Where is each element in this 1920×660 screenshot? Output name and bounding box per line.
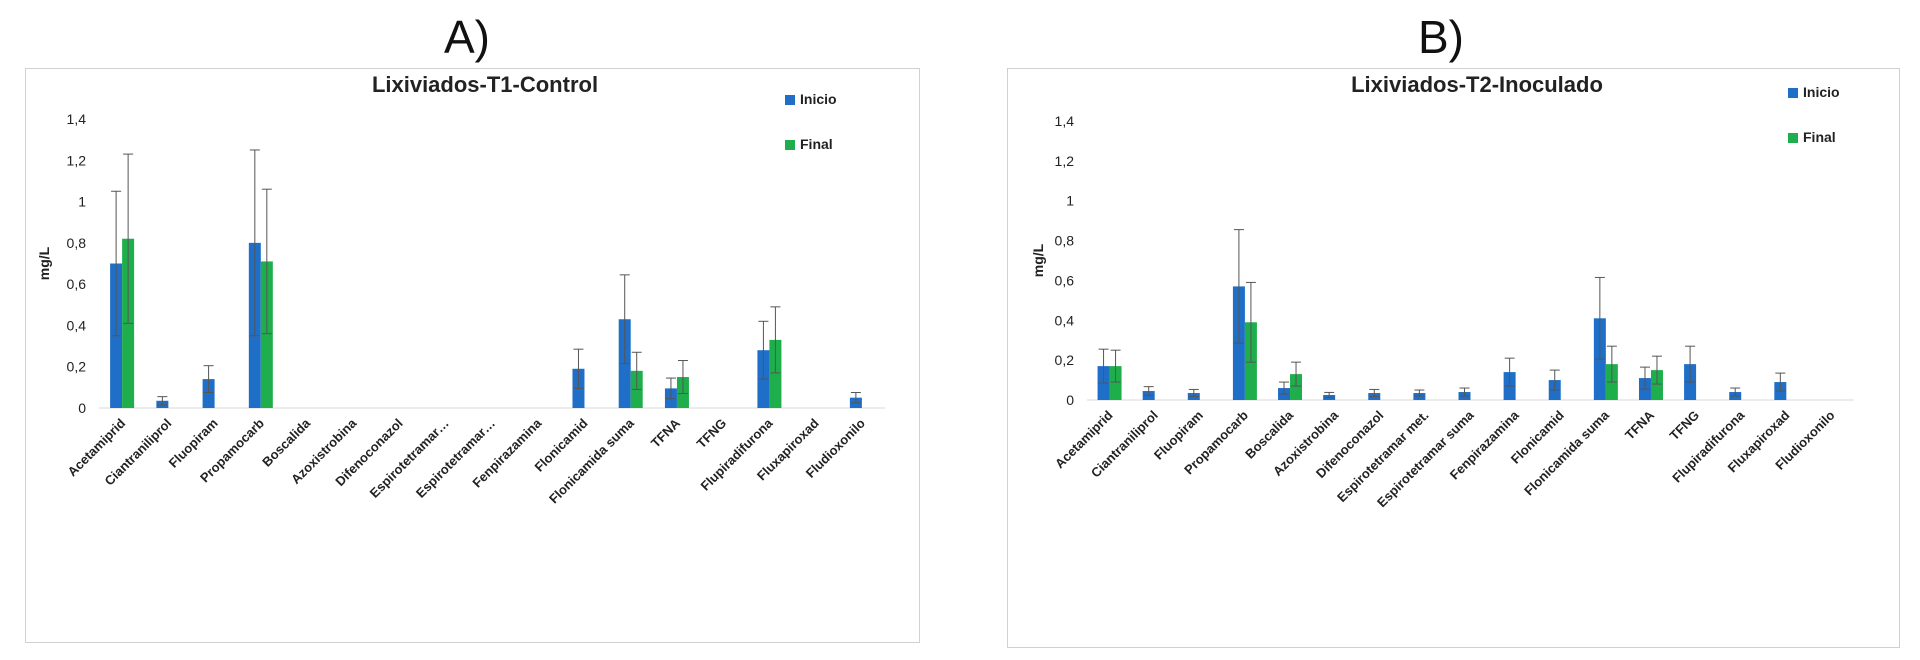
chart-title: Lixiviados-T1-Control xyxy=(372,72,598,97)
y-tick-label: 0,2 xyxy=(67,359,87,375)
y-tick-label: 0,8 xyxy=(1055,233,1075,249)
y-tick-label: 1,4 xyxy=(1055,113,1075,129)
legend-swatch-final xyxy=(785,140,795,150)
bar-inicio-2 xyxy=(202,379,215,408)
y-tick-label: 1,4 xyxy=(67,111,87,127)
y-tick-label: 0 xyxy=(1066,392,1074,408)
y-tick-label: 1 xyxy=(78,194,86,210)
legend-swatch-final xyxy=(1788,133,1798,143)
y-tick-label: 0,2 xyxy=(1055,352,1075,368)
y-axis-label: mg/L xyxy=(1030,243,1046,277)
bar-final-14 xyxy=(769,339,782,408)
y-tick-label: 0 xyxy=(78,400,86,416)
bar-final-0 xyxy=(1109,366,1122,400)
bar-final-4 xyxy=(1290,374,1303,400)
legend-label-inicio: Inicio xyxy=(800,91,837,107)
chart-title: Lixiviados-T2-Inoculado xyxy=(1351,72,1603,97)
chart-frame xyxy=(1007,68,1900,648)
chart-panel-a: Lixiviados-T1-Control Inicio Final 0 0,2 0,4 0… xyxy=(25,68,920,643)
y-tick-label: 0,6 xyxy=(1055,272,1075,288)
legend-label-inicio: Inicio xyxy=(1803,84,1840,100)
y-tick-label: 0,4 xyxy=(1055,312,1075,328)
legend-label-final: Final xyxy=(800,136,833,152)
legend-swatch-inicio xyxy=(785,95,795,105)
y-tick-label: 1,2 xyxy=(1055,153,1075,169)
chart-frame xyxy=(25,68,920,643)
bar-final-3 xyxy=(260,261,273,408)
y-tick-label: 0,4 xyxy=(67,317,87,333)
legend-label-final: Final xyxy=(1803,129,1836,145)
legend-swatch-inicio xyxy=(1788,88,1798,98)
y-tick-label: 1,2 xyxy=(67,152,87,168)
panel-label-a: A) xyxy=(444,11,490,63)
y-tick-label: 1 xyxy=(1066,193,1074,209)
y-tick-label: 0,8 xyxy=(67,235,87,251)
y-axis-label: mg/L xyxy=(36,246,52,280)
panel-label-b: B) xyxy=(1418,11,1464,63)
y-tick-label: 0,6 xyxy=(67,276,87,292)
chart-panel-b: Lixiviados-T2-Inoculado Inicio Final 0 0,2 0,… xyxy=(1007,68,1900,648)
bar-final-12 xyxy=(1650,370,1663,400)
